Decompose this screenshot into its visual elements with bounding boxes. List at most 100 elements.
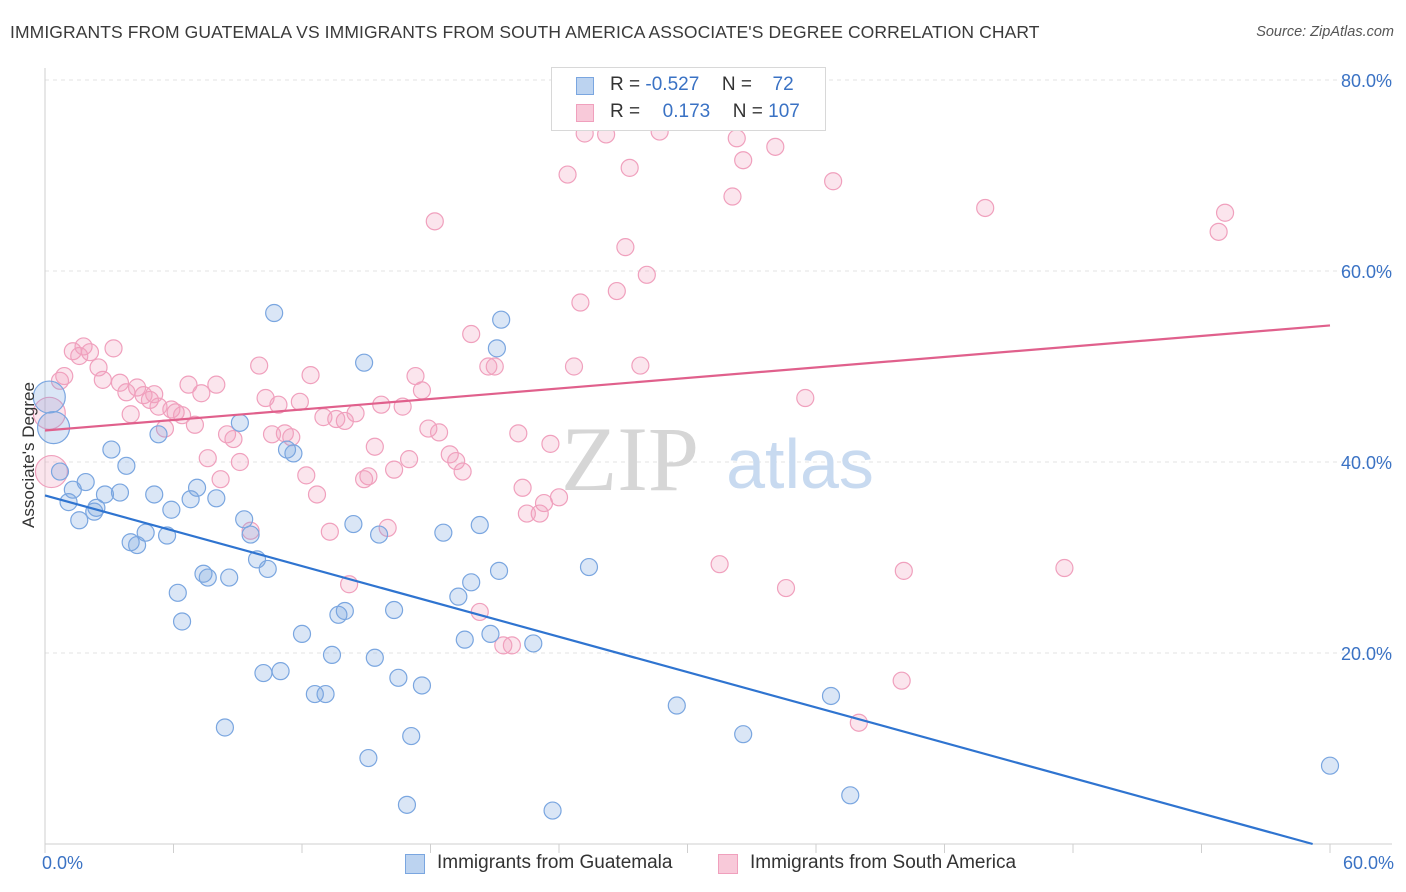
point-guatemala [667, 696, 686, 715]
watermark-atlas: atlas [726, 425, 874, 503]
point-guatemala [397, 795, 417, 814]
point-guatemala [95, 485, 115, 504]
point-guatemala [181, 490, 200, 509]
point-guatemala [220, 568, 239, 587]
point-south-america [502, 636, 521, 655]
point-south-america [372, 395, 391, 414]
legend-r-label: R = [610, 74, 641, 95]
point-guatemala [149, 425, 168, 444]
point-guatemala [265, 303, 284, 323]
point-guatemala [412, 676, 432, 695]
point-guatemala [271, 662, 290, 681]
point-guatemala [543, 801, 562, 820]
point-guatemala [734, 725, 753, 744]
point-south-america [796, 388, 815, 408]
tick-labels: 20.0% 40.0% 60.0% 80.0% 0.0% 60.0% [42, 71, 1394, 873]
point-guatemala [162, 500, 181, 519]
point-south-america [290, 392, 309, 411]
point-south-america [192, 384, 211, 403]
point-south-america [121, 405, 140, 424]
point-south-america [517, 504, 536, 523]
point-guatemala [168, 583, 187, 602]
point-south-america [55, 366, 74, 386]
point-south-america [179, 375, 198, 394]
stats-legend: R = -0.527 N = 72 R = 0.173 N = 107 [551, 67, 826, 131]
point-guatemala [489, 561, 509, 580]
legend-r-label: R = [610, 101, 641, 122]
point-south-america [230, 452, 249, 472]
watermark-zip: ZIP [561, 408, 699, 510]
point-south-america [419, 419, 438, 438]
point-south-america [207, 375, 226, 394]
point-south-america [564, 357, 584, 376]
point-south-america [616, 238, 635, 257]
point-guatemala [481, 624, 500, 644]
point-guatemala [136, 523, 155, 542]
point-guatemala [462, 573, 481, 592]
axes [44, 68, 1392, 853]
point-south-america [723, 187, 742, 206]
point-south-america [824, 172, 843, 191]
point-guatemala [235, 510, 254, 529]
point-guatemala [145, 485, 164, 504]
point-guatemala [579, 557, 599, 577]
point-south-america [485, 357, 504, 376]
point-south-america [513, 478, 532, 497]
x-tick-label: 0.0% [42, 853, 83, 873]
point-south-america [462, 324, 481, 344]
point-guatemala [322, 645, 342, 665]
point-guatemala [344, 514, 363, 534]
point-south-america [365, 437, 384, 456]
point-guatemala [230, 413, 249, 432]
point-south-america [558, 165, 577, 184]
point-guatemala [32, 380, 66, 414]
point-south-america [70, 346, 89, 366]
point-south-america [297, 466, 316, 485]
legend-swatch-guatemala [405, 854, 425, 874]
data-points [32, 101, 1340, 820]
point-south-america [262, 425, 282, 444]
legend-r-value: 0.173 [662, 101, 711, 122]
point-south-america [549, 488, 569, 507]
point-guatemala [449, 587, 468, 606]
point-south-america [479, 357, 498, 376]
point-guatemala [207, 489, 226, 508]
point-guatemala [821, 686, 841, 706]
y-tick-label: 20.0% [1341, 644, 1392, 664]
point-south-america [429, 423, 449, 442]
point-south-america [776, 578, 796, 598]
point-guatemala [384, 600, 404, 620]
point-south-america [80, 343, 100, 362]
point-south-america [734, 151, 753, 170]
point-south-america [571, 293, 590, 312]
legend-n-value: 72 [772, 74, 794, 95]
series-legend: Immigrants from Guatemala Immigrants fro… [0, 852, 1406, 878]
point-south-america [211, 470, 230, 489]
point-south-america [509, 424, 528, 443]
point-guatemala [127, 535, 147, 555]
point-guatemala [187, 478, 207, 497]
point-guatemala [470, 515, 489, 535]
point-guatemala [355, 353, 374, 372]
point-guatemala [492, 310, 511, 329]
point-south-america [399, 450, 419, 469]
point-south-america [224, 429, 243, 449]
point-guatemala [292, 624, 312, 644]
legend-label-south-america: Immigrants from South America [750, 852, 1017, 873]
point-guatemala [524, 634, 543, 653]
point-guatemala [455, 630, 474, 649]
point-guatemala [254, 663, 273, 683]
point-south-america [976, 198, 995, 218]
legend-r-value: -0.527 [645, 74, 700, 95]
point-south-america [1215, 203, 1235, 222]
point-south-america [185, 415, 205, 434]
point-guatemala [110, 483, 130, 502]
point-guatemala [1320, 756, 1340, 775]
point-south-america [607, 281, 626, 301]
point-south-america [425, 212, 444, 231]
point-guatemala [258, 559, 277, 579]
point-guatemala [316, 684, 335, 704]
point-guatemala [198, 568, 217, 587]
point-south-america [766, 137, 785, 156]
point-guatemala [70, 511, 89, 530]
